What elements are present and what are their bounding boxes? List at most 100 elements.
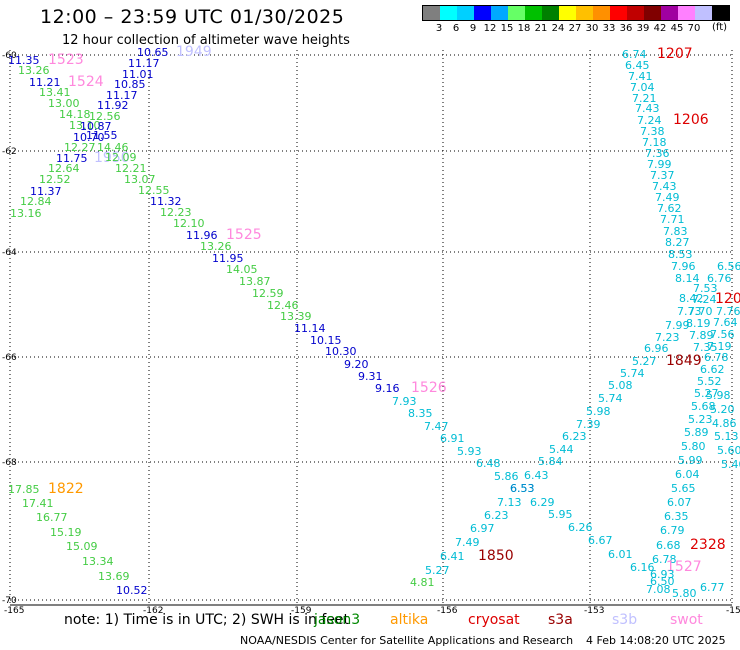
wave-height-value: 17.85 [8, 483, 40, 496]
wave-height-value: 11.37 [30, 185, 62, 198]
wave-height-value: 14.18 [59, 108, 91, 121]
wave-height-value: 5.80 [672, 587, 697, 600]
lat-tick-label: -66 [2, 353, 17, 363]
wave-height-value: 7.49 [655, 191, 680, 204]
wave-height-value: 13.87 [239, 275, 271, 288]
wave-height-value: 8.19 [686, 317, 711, 330]
wave-height-value: 8.53 [668, 248, 693, 261]
wave-height-value: 11.01 [122, 68, 154, 81]
wave-height-value: 13.10 [69, 119, 101, 132]
scale-swatch [593, 6, 610, 20]
wave-height-value: 6.04 [675, 468, 700, 481]
footer-date: 4 Feb 14:08:20 UTC 2025 [586, 634, 726, 647]
scale-label: 9 [469, 23, 477, 34]
lon-tick-label: -159 [291, 606, 312, 616]
scale-swatch [661, 6, 678, 20]
scale-label: 3 [435, 23, 443, 34]
wave-height-value: 6.01 [608, 548, 633, 561]
lat-tick-label: -64 [2, 248, 17, 258]
wave-height-value: 11.32 [150, 195, 182, 208]
wave-height-value: 10.30 [325, 345, 357, 358]
wave-height-value: 7.19 [707, 340, 732, 353]
wave-height-value: 12.59 [252, 287, 284, 300]
wave-height-value: 5.08 [608, 379, 633, 392]
scale-label: 33 [602, 23, 616, 34]
scale-label: 36 [619, 23, 633, 34]
wave-height-value: 7.18 [642, 136, 667, 149]
wave-height-value: 10.65 [137, 46, 169, 59]
color-scale-unit: (ft) [712, 22, 728, 33]
scale-label: 15 [500, 23, 514, 34]
wave-height-value: 6.74 [622, 48, 647, 61]
wave-height-value: 5.84 [538, 455, 563, 468]
wave-height-value: 6.29 [530, 496, 555, 509]
wave-height-value: 8.14 [675, 272, 700, 285]
wave-height-value: 6.41 [440, 550, 465, 563]
wave-height-value: 6.97 [470, 522, 495, 535]
wave-height-value: 5.27 [425, 564, 450, 577]
wave-height-value: 7.43 [652, 180, 677, 193]
wave-height-value: 6.77 [700, 581, 725, 594]
scale-label: 21 [534, 23, 548, 34]
wave-height-value: 7.53 [693, 282, 718, 295]
wave-height-value: 7.64 [713, 316, 738, 329]
scale-swatch [525, 6, 542, 20]
wave-height-value: 5.80 [681, 440, 706, 453]
wave-height-value: 7.35 [693, 341, 718, 354]
wave-height-value: 7.38 [640, 125, 665, 138]
pass-time-label: 1850 [478, 548, 514, 564]
wave-height-value: 7.93 [392, 395, 417, 408]
mission-swot: swot [670, 612, 703, 628]
wave-height-value: 11.96 [186, 229, 218, 242]
scale-label: 18 [517, 23, 531, 34]
wave-height-value: 6.68 [656, 539, 681, 552]
lon-tick-label: -153 [584, 606, 604, 616]
wave-height-value: 15.19 [50, 526, 82, 539]
lat-tick-label: -68 [2, 458, 17, 468]
wave-height-value: 7.24 [637, 114, 662, 127]
wave-height-value: 11.21 [29, 76, 61, 89]
pass-time-label: 1523 [48, 52, 84, 68]
wave-height-value: 6.48 [476, 457, 501, 470]
color-scale-labels: 3 6 9 12 15 18 21 24 27 30 33 36 39 42 45 70 [422, 21, 730, 35]
mission-altika: altika [390, 612, 429, 628]
wave-height-value: 7.41 [628, 70, 653, 83]
scale-swatch [576, 6, 593, 20]
wave-height-value: 12.09 [105, 151, 137, 164]
pass-time-label: 1527 [666, 559, 702, 575]
scale-swatch [678, 6, 695, 20]
wave-height-value: 4.81 [410, 576, 435, 589]
wave-height-value: 7.23 [655, 331, 680, 344]
wave-height-value: 6.16 [630, 561, 655, 574]
map-subtitle: 12 hour collection of altimeter wave hei… [62, 33, 350, 48]
wave-height-value: 6.91 [440, 432, 465, 445]
wave-height-value: 10.85 [114, 78, 146, 91]
wave-height-value: 5.99 [678, 454, 703, 467]
wave-height-value: 6.07 [667, 496, 692, 509]
pass-time-label: 1949 [176, 44, 212, 60]
map-title: 12:00 – 23:59 UTC 01/30/2025 [40, 6, 345, 28]
units-note: note: 1) Time is in UTC; 2) SWH is in fe… [64, 612, 350, 628]
scale-label: 39 [636, 23, 650, 34]
wave-height-value: 12.23 [160, 206, 192, 219]
scale-label: 70 [687, 23, 701, 34]
wave-height-value: 6.50 [650, 575, 675, 588]
wave-height-value: 10.52 [116, 584, 148, 597]
wave-height-value: 5.27 [694, 387, 719, 400]
wave-height-value: 7.56 [710, 328, 735, 341]
scale-label: 30 [585, 23, 599, 34]
wave-height-value: 8.42 [679, 292, 704, 305]
wave-height-value: 13.16 [10, 207, 42, 220]
wave-height-value: 11.55 [86, 129, 118, 142]
wave-height-value: 7.73 [677, 305, 702, 318]
wave-height-value: 5.86 [494, 470, 519, 483]
wave-height-value: 5.20 [710, 403, 735, 416]
wave-height-value: 7.49 [455, 536, 480, 549]
wave-height-value: 5.89 [684, 426, 709, 439]
lat-tick-label: -60 [2, 51, 17, 61]
pass-time-label: 2328 [690, 537, 726, 553]
wave-height-value: 7.70 [688, 305, 713, 318]
wave-height-value: 5.74 [620, 367, 645, 380]
wave-height-value: 7.71 [660, 213, 685, 226]
mission-s3a: s3a [548, 612, 573, 628]
